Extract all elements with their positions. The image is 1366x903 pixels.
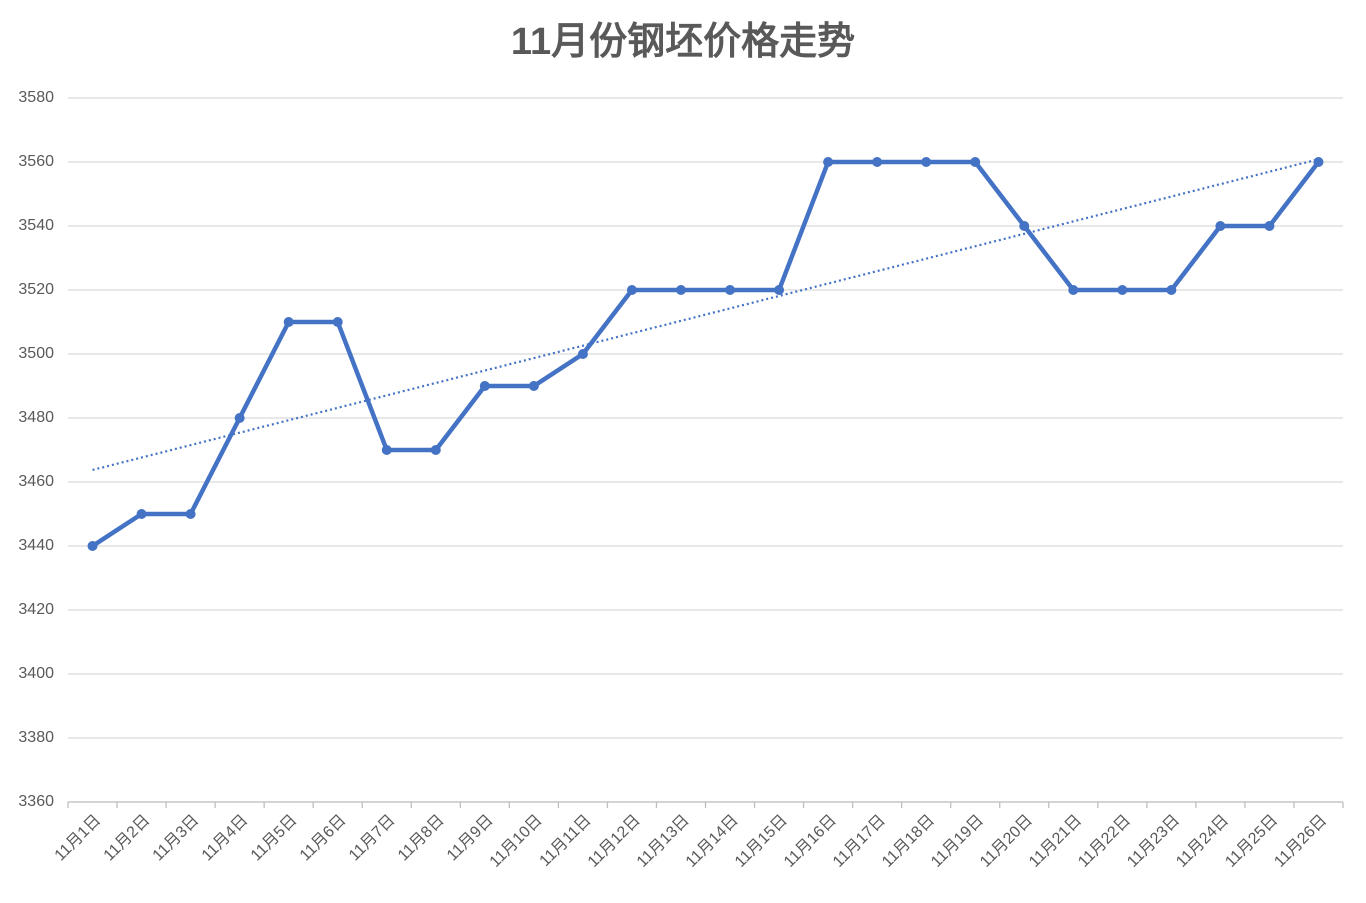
- marker: [1068, 285, 1079, 295]
- x-tick-label: 11月8日: [395, 812, 448, 865]
- marker: [528, 381, 539, 391]
- y-tick-label: 3580: [18, 89, 54, 106]
- marker: [1166, 285, 1177, 295]
- y-tick-label: 3400: [18, 665, 54, 682]
- x-tick-label: 11月25日: [1222, 812, 1281, 871]
- marker: [430, 445, 441, 455]
- x-tick-label: 11月19日: [928, 812, 987, 871]
- marker: [283, 317, 294, 327]
- marker: [921, 157, 932, 167]
- x-tick-label: 11月16日: [781, 812, 840, 871]
- x-tick-label: 11月22日: [1075, 812, 1134, 871]
- y-tick-label: 3460: [18, 473, 54, 490]
- chart-title: 11月份钢坯价格走势: [511, 21, 855, 63]
- x-tick-label: 11月17日: [830, 812, 889, 871]
- marker: [1019, 221, 1030, 231]
- marker: [725, 285, 736, 295]
- x-tick-label: 11月7日: [346, 812, 399, 865]
- marker: [1117, 285, 1128, 295]
- trendline: [92, 158, 1319, 472]
- x-tick-label: 11月20日: [977, 812, 1036, 871]
- marker: [332, 317, 343, 327]
- x-tick-label: 11月4日: [199, 812, 252, 865]
- x-tick-label: 11月10日: [487, 812, 546, 871]
- marker: [1313, 157, 1324, 167]
- y-tick-label: 3560: [18, 153, 54, 170]
- marker: [136, 509, 147, 519]
- x-tick-label: 11月13日: [634, 812, 693, 871]
- x-tick-label: 11月3日: [150, 812, 203, 865]
- x-tick-label: 11月14日: [683, 812, 742, 871]
- x-tick-label: 11月21日: [1026, 812, 1085, 871]
- x-tick-label: 11月5日: [248, 812, 301, 865]
- marker: [823, 157, 834, 167]
- x-tick-label: 11月2日: [101, 812, 154, 865]
- marker: [479, 381, 490, 391]
- marker: [185, 509, 196, 519]
- x-tick-label: 11月26日: [1271, 812, 1330, 871]
- y-tick-label: 3380: [18, 729, 54, 746]
- x-tick-label: 11月18日: [879, 812, 938, 871]
- x-tick-label: 11月12日: [585, 812, 644, 871]
- marker: [381, 445, 392, 455]
- marker: [1215, 221, 1226, 231]
- y-tick-label: 3540: [18, 217, 54, 234]
- marker: [87, 541, 98, 551]
- marker: [626, 285, 637, 295]
- marker: [774, 285, 785, 295]
- marker: [234, 413, 245, 423]
- marker: [577, 349, 588, 359]
- y-tick-label: 3360: [18, 793, 54, 810]
- line: [91, 159, 1321, 548]
- x-tick-label: 11月24日: [1173, 812, 1232, 871]
- x-tick-label: 11月6日: [297, 812, 350, 865]
- marker: [872, 157, 883, 167]
- y-tick-label: 3440: [18, 537, 54, 554]
- x-tick-label: 11月1日: [52, 812, 105, 865]
- marker: [1264, 221, 1275, 231]
- x-tick-label: 11月15日: [732, 812, 791, 871]
- y-tick-label: 3500: [18, 345, 54, 362]
- x-tick-label: 11月23日: [1124, 812, 1183, 871]
- marker: [970, 157, 981, 167]
- y-tick-label: 3480: [18, 409, 54, 426]
- y-tick-label: 3420: [18, 601, 54, 618]
- y-tick-label: 3520: [18, 281, 54, 298]
- marker: [675, 285, 686, 295]
